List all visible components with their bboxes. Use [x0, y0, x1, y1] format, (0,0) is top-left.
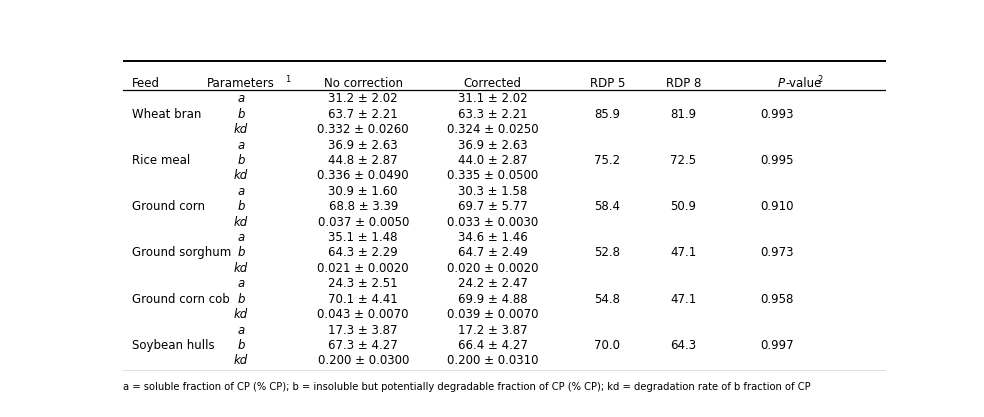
Text: kd: kd — [234, 169, 248, 182]
Text: 24.2 ± 2.47: 24.2 ± 2.47 — [458, 277, 527, 290]
Text: 0.335 ± 0.0500: 0.335 ± 0.0500 — [448, 169, 538, 182]
Text: 0.200 ± 0.0310: 0.200 ± 0.0310 — [447, 354, 538, 367]
Text: kd: kd — [234, 354, 248, 367]
Text: 54.8: 54.8 — [594, 293, 620, 306]
Text: RDP 8: RDP 8 — [666, 77, 702, 90]
Text: 30.3 ± 1.58: 30.3 ± 1.58 — [459, 185, 527, 198]
Text: b: b — [237, 246, 245, 259]
Text: 70.1 ± 4.41: 70.1 ± 4.41 — [329, 293, 399, 306]
Text: 34.6 ± 1.46: 34.6 ± 1.46 — [458, 231, 527, 244]
Text: 0.020 ± 0.0020: 0.020 ± 0.0020 — [447, 262, 538, 275]
Text: 63.3 ± 2.21: 63.3 ± 2.21 — [458, 108, 527, 121]
Text: 0.033 ± 0.0030: 0.033 ± 0.0030 — [448, 216, 538, 229]
Text: a = soluble fraction of CP (% CP); b = insoluble but potentially degradable frac: a = soluble fraction of CP (% CP); b = i… — [123, 382, 811, 392]
Text: 0.332 ± 0.0260: 0.332 ± 0.0260 — [318, 123, 409, 136]
Text: 47.1: 47.1 — [670, 246, 697, 259]
Text: b: b — [237, 339, 245, 352]
Text: -value: -value — [785, 77, 822, 90]
Text: 75.2: 75.2 — [594, 154, 620, 167]
Text: 44.8 ± 2.87: 44.8 ± 2.87 — [329, 154, 399, 167]
Text: a: a — [237, 277, 245, 290]
Text: 36.9 ± 2.63: 36.9 ± 2.63 — [458, 138, 527, 152]
Text: 67.3 ± 4.27: 67.3 ± 4.27 — [329, 339, 399, 352]
Text: kd: kd — [234, 262, 248, 275]
Text: kd: kd — [234, 216, 248, 229]
Text: P: P — [777, 77, 784, 90]
Text: 35.1 ± 1.48: 35.1 ± 1.48 — [329, 231, 398, 244]
Text: 0.037 ± 0.0050: 0.037 ± 0.0050 — [318, 216, 409, 229]
Text: b: b — [237, 293, 245, 306]
Text: b: b — [237, 200, 245, 213]
Text: 17.2 ± 3.87: 17.2 ± 3.87 — [458, 324, 527, 337]
Text: 70.0: 70.0 — [594, 339, 620, 352]
Text: 69.7 ± 5.77: 69.7 ± 5.77 — [458, 200, 527, 213]
Text: b: b — [237, 108, 245, 121]
Text: 0.995: 0.995 — [761, 154, 794, 167]
Text: 2: 2 — [817, 75, 823, 84]
Text: 0.958: 0.958 — [761, 293, 794, 306]
Text: 72.5: 72.5 — [670, 154, 697, 167]
Text: 0.336 ± 0.0490: 0.336 ± 0.0490 — [318, 169, 409, 182]
Text: a: a — [237, 231, 245, 244]
Text: 50.9: 50.9 — [670, 200, 697, 213]
Text: 69.9 ± 4.88: 69.9 ± 4.88 — [458, 293, 527, 306]
Text: 52.8: 52.8 — [594, 246, 620, 259]
Text: Feed: Feed — [132, 77, 160, 90]
Text: 58.4: 58.4 — [594, 200, 620, 213]
Text: 24.3 ± 2.51: 24.3 ± 2.51 — [329, 277, 399, 290]
Text: Ground corn: Ground corn — [132, 200, 205, 213]
Text: Corrected: Corrected — [463, 77, 522, 90]
Text: 30.9 ± 1.60: 30.9 ± 1.60 — [329, 185, 398, 198]
Text: 64.7 ± 2.49: 64.7 ± 2.49 — [458, 246, 527, 259]
Text: a: a — [237, 185, 245, 198]
Text: Ground corn cob: Ground corn cob — [132, 293, 230, 306]
Text: 0.993: 0.993 — [761, 108, 794, 121]
Text: 31.1 ± 2.02: 31.1 ± 2.02 — [458, 92, 527, 106]
Text: 0.324 ± 0.0250: 0.324 ± 0.0250 — [447, 123, 538, 136]
Text: No correction: No correction — [324, 77, 402, 90]
Text: a: a — [237, 92, 245, 106]
Text: kd: kd — [234, 308, 248, 321]
Text: 31.2 ± 2.02: 31.2 ± 2.02 — [329, 92, 399, 106]
Text: Ground sorghum: Ground sorghum — [132, 246, 231, 259]
Text: Rice meal: Rice meal — [132, 154, 190, 167]
Text: 0.910: 0.910 — [761, 200, 794, 213]
Text: Parameters: Parameters — [208, 77, 276, 90]
Text: 1: 1 — [284, 75, 290, 84]
Text: 0.021 ± 0.0020: 0.021 ± 0.0020 — [318, 262, 409, 275]
Text: 0.997: 0.997 — [761, 339, 794, 352]
Text: 0.043 ± 0.0070: 0.043 ± 0.0070 — [318, 308, 409, 321]
Text: 85.9: 85.9 — [594, 108, 620, 121]
Text: 0.039 ± 0.0070: 0.039 ± 0.0070 — [447, 308, 538, 321]
Text: 0.200 ± 0.0300: 0.200 ± 0.0300 — [318, 354, 409, 367]
Text: 66.4 ± 4.27: 66.4 ± 4.27 — [458, 339, 527, 352]
Text: Wheat bran: Wheat bran — [132, 108, 202, 121]
Text: 36.9 ± 2.63: 36.9 ± 2.63 — [329, 138, 399, 152]
Text: 44.0 ± 2.87: 44.0 ± 2.87 — [458, 154, 527, 167]
Text: Soybean hulls: Soybean hulls — [132, 339, 215, 352]
Text: 47.1: 47.1 — [670, 293, 697, 306]
Text: b: b — [237, 154, 245, 167]
Text: RDP 5: RDP 5 — [589, 77, 625, 90]
Text: a: a — [237, 138, 245, 152]
Text: 63.7 ± 2.21: 63.7 ± 2.21 — [329, 108, 399, 121]
Text: 64.3: 64.3 — [670, 339, 697, 352]
Text: 64.3 ± 2.29: 64.3 ± 2.29 — [329, 246, 399, 259]
Text: 17.3 ± 3.87: 17.3 ± 3.87 — [329, 324, 398, 337]
Text: a: a — [237, 324, 245, 337]
Text: 81.9: 81.9 — [670, 108, 697, 121]
Text: 0.973: 0.973 — [761, 246, 794, 259]
Text: 68.8 ± 3.39: 68.8 ± 3.39 — [329, 200, 398, 213]
Text: kd: kd — [234, 123, 248, 136]
